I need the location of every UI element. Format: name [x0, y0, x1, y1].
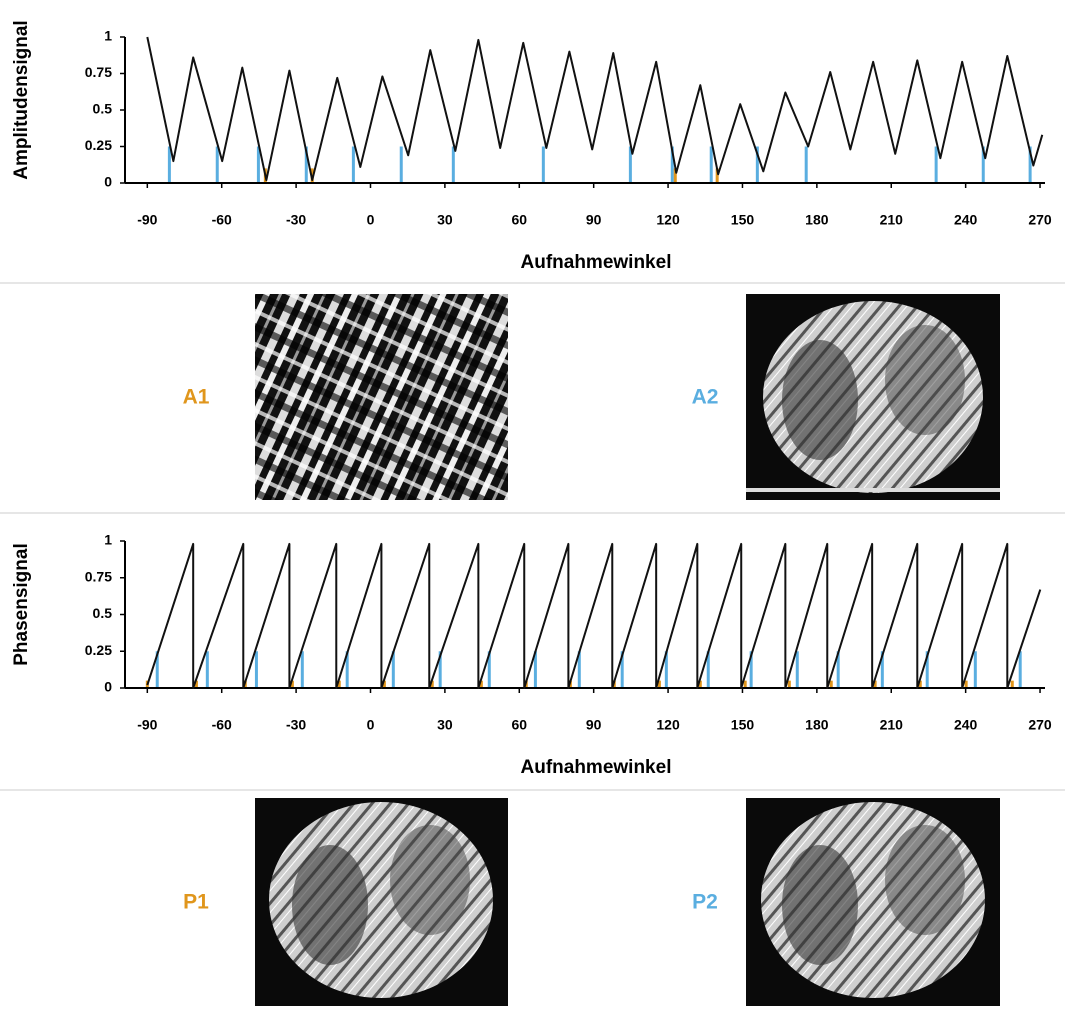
y-axis-title: Phasensignal	[11, 543, 32, 666]
x-tick-label: 60	[511, 717, 527, 733]
x-tick-label: 150	[731, 212, 755, 228]
image-a1	[255, 294, 508, 500]
x-tick-label: 240	[954, 212, 978, 228]
image-p1	[255, 798, 508, 1006]
image-a2	[746, 294, 1000, 500]
x-tick-label: 270	[1028, 212, 1052, 228]
x-tick-label: -60	[212, 717, 232, 733]
x-axis-title: Aufnahmewinkel	[521, 757, 672, 778]
x-tick-label: 0	[367, 212, 375, 228]
x-tick-label: 30	[437, 212, 453, 228]
x-tick-label: 90	[586, 212, 602, 228]
y-tick-label: 1	[104, 28, 112, 44]
y-tick-label: 0	[104, 679, 112, 695]
x-tick-label: 120	[656, 212, 680, 228]
image-label: P2	[692, 891, 718, 914]
image-label: A1	[183, 386, 210, 409]
x-tick-label: 180	[805, 717, 829, 733]
image-label: A2	[692, 386, 719, 409]
y-tick-label: 0.5	[93, 101, 113, 117]
y-tick-label: 0.25	[85, 642, 112, 658]
x-tick-label: -90	[137, 717, 157, 733]
x-tick-label: -30	[286, 717, 306, 733]
y-tick-label: 0.5	[93, 605, 113, 621]
image-p2	[746, 798, 1000, 1006]
x-tick-label: -60	[212, 212, 232, 228]
x-tick-label: 0	[367, 717, 375, 733]
y-tick-label: 0.25	[85, 137, 112, 153]
x-tick-label: 30	[437, 717, 453, 733]
x-tick-label: 180	[805, 212, 829, 228]
x-tick-label: 270	[1028, 717, 1052, 733]
y-tick-label: 1	[104, 532, 112, 548]
x-tick-label: -90	[137, 212, 157, 228]
x-tick-label: -30	[286, 212, 306, 228]
x-tick-label: 210	[880, 212, 904, 228]
x-tick-label: 60	[511, 212, 527, 228]
x-tick-label: 120	[656, 717, 680, 733]
y-axis-title: Amplitudensignal	[11, 20, 32, 179]
y-tick-label: 0.75	[85, 568, 112, 584]
line-series	[146, 542, 1042, 689]
x-tick-label: 210	[880, 717, 904, 733]
x-axis-title: Aufnahmewinkel	[521, 252, 672, 273]
x-tick-label: 240	[954, 717, 978, 733]
image-label: P1	[183, 891, 209, 914]
x-tick-label: 90	[586, 717, 602, 733]
x-tick-label: 150	[731, 717, 755, 733]
y-tick-label: 0.75	[85, 64, 112, 80]
y-tick-label: 0	[104, 174, 112, 190]
line-series	[146, 36, 1044, 182]
